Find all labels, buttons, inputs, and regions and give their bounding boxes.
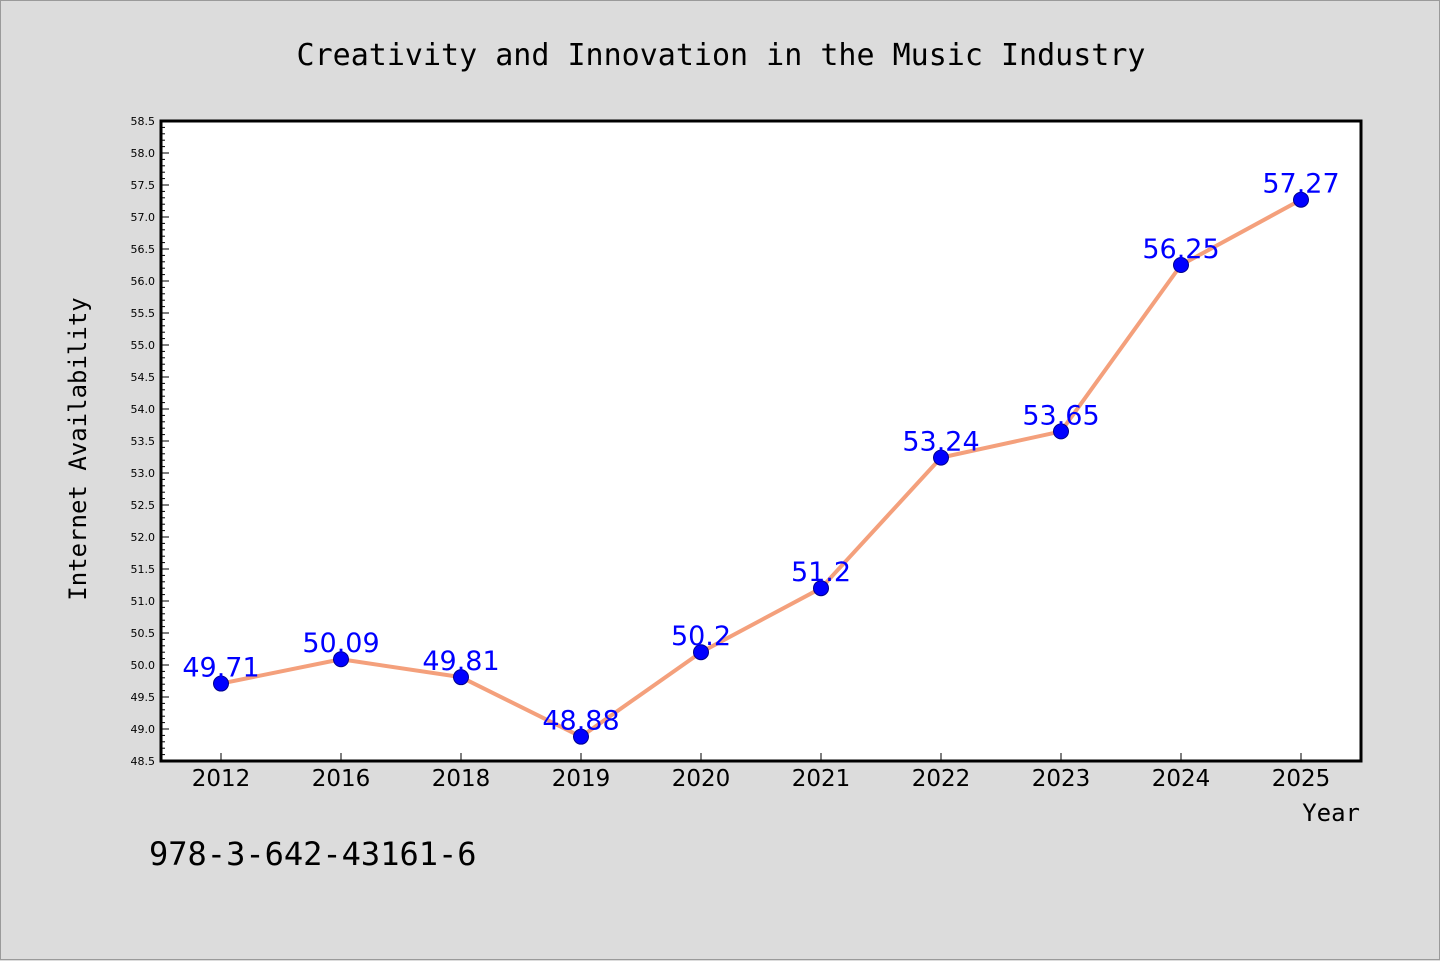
y-tick-label: 54.5 — [131, 371, 156, 384]
x-tick-label: 2023 — [1032, 766, 1091, 792]
data-point — [333, 651, 349, 668]
y-tick-label: 57.5 — [131, 179, 156, 192]
data-point — [933, 449, 949, 466]
x-tick-label: 2018 — [432, 766, 491, 792]
series-markers — [213, 191, 1309, 745]
data-labels: 49.71 50.09 49.81 48.88 50.2 51.2 53.24 53.65 56… — [182, 169, 1339, 737]
y-tick-label: 58.0 — [131, 147, 156, 160]
x-tick-label: 2019 — [552, 766, 611, 792]
x-tick-label: 2012 — [192, 766, 251, 792]
y-tick-label: 51.0 — [131, 595, 156, 608]
data-point — [1293, 191, 1309, 208]
y-tick-label: 52.0 — [131, 531, 156, 544]
y-tick-label: 51.5 — [131, 563, 156, 576]
data-label: 49.71 — [182, 653, 259, 684]
x-tick-label: 2025 — [1272, 766, 1331, 792]
y-tick-label: 56.5 — [131, 243, 156, 256]
plot-area — [159, 119, 1363, 763]
data-label: 50.09 — [302, 628, 379, 659]
y-tick-label: 54.0 — [131, 403, 156, 416]
y-tick-label: 50.0 — [131, 659, 156, 672]
x-axis-title: Year — [1302, 799, 1360, 827]
data-label: 53.24 — [902, 427, 979, 458]
y-tick-label: 50.5 — [131, 627, 156, 640]
y-tick-label: 56.0 — [131, 275, 156, 288]
y-tick-label: 55.0 — [131, 339, 156, 352]
y-tick-label: 49.0 — [131, 723, 156, 736]
data-label: 56.25 — [1142, 234, 1219, 265]
data-label: 50.2 — [671, 621, 731, 652]
data-point — [213, 675, 229, 692]
y-tick-label: 49.5 — [131, 691, 156, 704]
y-axis: 48.5 49.0 49.5 50.0 50.5 51.0 51.5 52.0 52.5 53.0… — [131, 115, 169, 768]
y-axis-title: Internet Availability — [64, 297, 92, 600]
x-axis: 2012 2016 2018 2019 2020 2021 2022 2023 2024 2025 — [192, 753, 1331, 792]
y-tick-label: 58.5 — [131, 115, 156, 128]
y-tick-label: 55.5 — [131, 307, 156, 320]
series-line — [220, 197, 1302, 739]
y-tick-label: 53.5 — [131, 435, 156, 448]
x-tick-label: 2020 — [672, 766, 731, 792]
x-tick-label: 2016 — [312, 766, 371, 792]
x-tick-label: 2021 — [792, 766, 851, 792]
chart-title: Creativity and Innovation in the Music I… — [297, 38, 1146, 73]
data-point — [1173, 257, 1189, 273]
data-label: 51.2 — [791, 557, 851, 588]
data-point — [693, 644, 709, 661]
data-label: 57.27 — [1262, 169, 1339, 200]
data-point — [573, 728, 589, 745]
data-label: 49.81 — [422, 646, 499, 677]
series-polyline — [220, 197, 1302, 739]
y-tick-label: 52.5 — [131, 499, 156, 512]
data-point — [1053, 423, 1069, 440]
x-tick-label: 2022 — [912, 766, 971, 792]
y-tick-label: 48.5 — [131, 755, 156, 768]
isbn-caption: 978-3-642-43161-6 — [149, 835, 477, 873]
data-label: 48.88 — [542, 706, 619, 737]
y-tick-label: 53.0 — [131, 467, 156, 480]
y-tick-label: 57.0 — [131, 211, 156, 224]
data-label: 53.65 — [1022, 400, 1099, 431]
x-tick-label: 2024 — [1152, 766, 1211, 792]
data-point — [453, 669, 469, 686]
data-point — [813, 580, 829, 597]
